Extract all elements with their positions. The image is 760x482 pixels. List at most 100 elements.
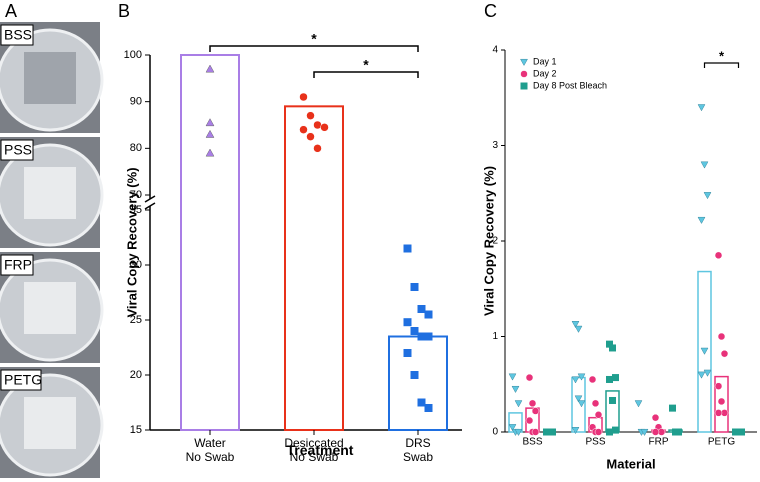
data-point — [717, 397, 726, 406]
data-point — [403, 349, 412, 357]
legend-marker — [520, 58, 528, 67]
sample-coupon — [24, 167, 76, 219]
y-tick-label: 3 — [492, 140, 498, 151]
data-point — [417, 398, 426, 407]
data-point — [417, 305, 426, 313]
bar — [697, 270, 712, 433]
y-tick-label: 35 — [130, 204, 142, 216]
data-point — [588, 375, 597, 384]
panel-letter: B — [118, 1, 130, 21]
sample-coupon — [24, 397, 76, 449]
y-tick-label: 2 — [492, 236, 498, 247]
x-tick-label: Water No Swab — [185, 436, 235, 464]
y-tick-label: 15 — [130, 424, 142, 436]
x-axis-title: Treatment — [286, 442, 354, 458]
data-point — [720, 349, 729, 358]
significance-bracket — [209, 45, 419, 52]
data-point — [571, 376, 580, 384]
bar — [571, 376, 586, 433]
significance-bracket — [313, 71, 419, 78]
data-point — [205, 129, 215, 138]
data-point — [306, 111, 315, 120]
data-point — [424, 404, 433, 412]
data-point — [571, 321, 580, 329]
x-axis-title: Material — [606, 456, 655, 471]
data-point — [531, 428, 540, 436]
y-axis-title: Viral Copy Recovery (%) — [481, 166, 496, 316]
data-point — [606, 428, 613, 436]
significance-label: * — [363, 57, 369, 73]
significance-label: * — [719, 48, 725, 63]
x-tick-label: DRS Swab — [402, 436, 434, 464]
data-point — [299, 92, 308, 102]
legend-label: Day 1 — [533, 56, 557, 66]
data-point — [525, 416, 534, 425]
data-point — [511, 385, 520, 394]
bar — [284, 105, 344, 431]
data-point — [508, 373, 517, 381]
x-tick-label: Desiccated No Swab — [284, 436, 344, 464]
data-point — [410, 283, 419, 291]
bar — [388, 335, 448, 431]
legend-marker — [520, 70, 528, 78]
data-point — [410, 371, 419, 379]
axis-break — [144, 195, 156, 203]
y-tick-label: 80 — [130, 142, 142, 154]
data-point — [606, 375, 613, 383]
data-point — [640, 428, 649, 437]
y-tick-label: 4 — [492, 45, 498, 56]
data-point — [591, 399, 600, 408]
photo-label: PSS — [4, 142, 32, 158]
data-point — [714, 409, 723, 417]
sample-coupon — [24, 52, 76, 104]
data-point — [205, 118, 215, 127]
legend-label: Day 2 — [533, 68, 557, 78]
panel-letter: A — [5, 1, 17, 21]
data-point — [417, 332, 426, 341]
photo-label: BSS — [4, 27, 32, 43]
data-point — [313, 144, 322, 153]
data-point — [424, 310, 433, 319]
data-point — [612, 426, 619, 434]
data-point — [205, 64, 215, 73]
y-tick-label: 1 — [492, 331, 498, 342]
data-point — [577, 400, 586, 408]
data-point — [531, 407, 540, 415]
data-point — [675, 428, 682, 436]
data-point — [306, 132, 315, 141]
photo-label-box — [0, 254, 34, 276]
data-point — [424, 332, 433, 341]
photo-label: FRP — [4, 257, 32, 273]
y-tick-label: 30 — [130, 259, 142, 271]
bar — [180, 54, 240, 431]
data-point — [609, 396, 616, 404]
panel-letter: C — [484, 1, 497, 21]
data-point — [612, 374, 619, 382]
y-axis-title: Viral Copy Recovery (%) — [124, 167, 139, 317]
data-point — [403, 318, 412, 327]
data-point — [549, 428, 556, 436]
data-point — [571, 427, 580, 435]
data-point — [594, 428, 603, 436]
data-point — [410, 327, 419, 335]
data-point — [299, 125, 308, 134]
y-tick-label: 0 — [492, 427, 498, 438]
data-point — [594, 411, 603, 419]
y-tick-label: 25 — [130, 314, 142, 326]
legend-marker — [520, 82, 528, 90]
data-point — [697, 216, 706, 225]
data-point — [577, 373, 586, 381]
x-tick-label: PETG — [708, 437, 735, 448]
data-point — [651, 428, 660, 436]
y-tick-label: 70 — [130, 189, 142, 201]
data-point — [669, 404, 676, 412]
sample-coupon — [24, 282, 76, 334]
x-tick-label: FRP — [649, 437, 669, 448]
data-point — [574, 395, 583, 403]
data-point — [514, 400, 523, 408]
photo-label-box — [0, 369, 42, 391]
data-point — [700, 161, 709, 169]
y-tick-label: 20 — [130, 369, 142, 381]
